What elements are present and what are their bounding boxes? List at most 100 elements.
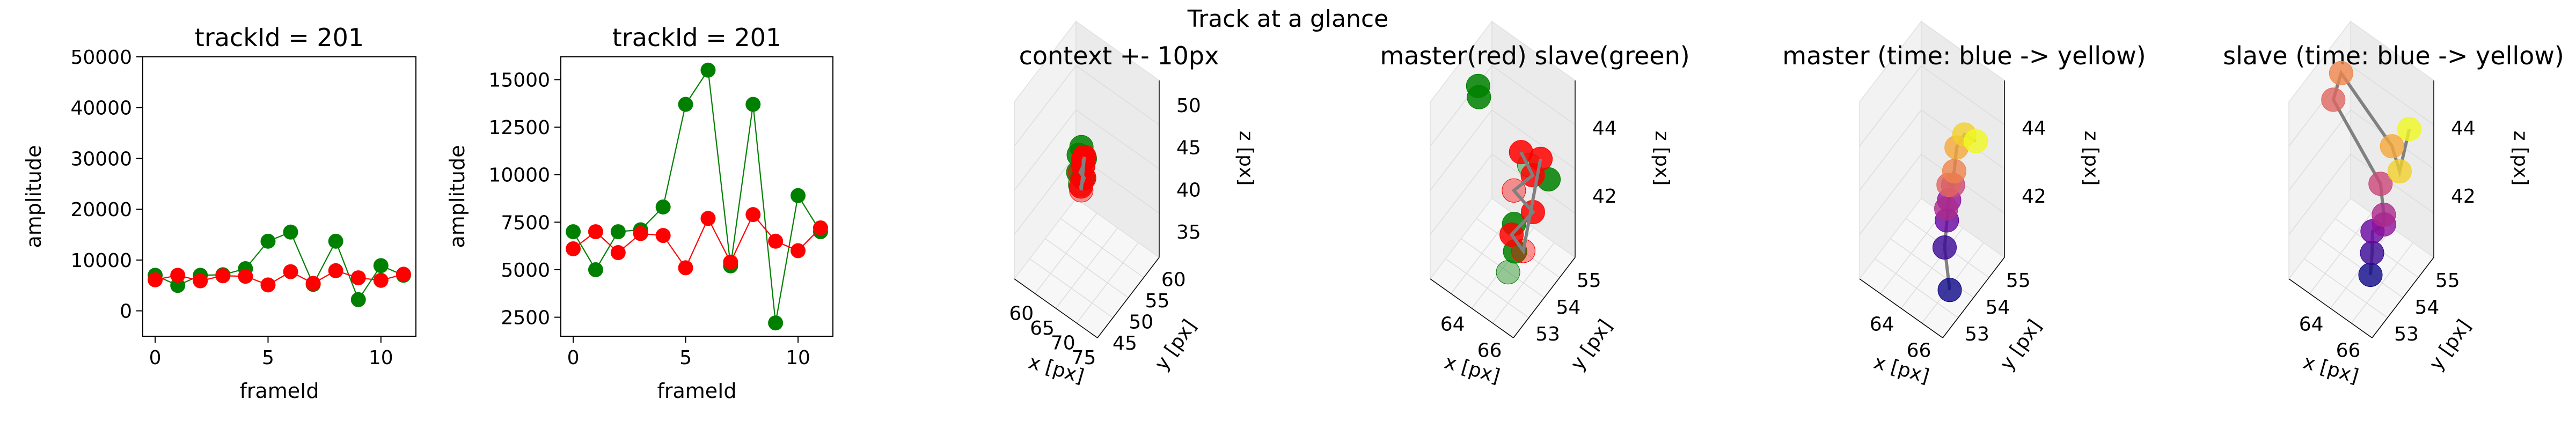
master-point — [350, 270, 366, 286]
time-point — [2329, 61, 2353, 85]
master-series-line — [155, 270, 404, 286]
x-tick-label: 10 — [786, 347, 810, 369]
plot-frame — [142, 56, 416, 337]
y-axis-line — [1942, 257, 2005, 338]
grid-line — [1859, 65, 1922, 146]
time-point — [1964, 129, 1988, 153]
x-tick-label: 64 — [1870, 314, 1894, 336]
grid-line — [1461, 238, 1545, 298]
slave-point — [260, 233, 276, 249]
z-tick-label: 35 — [1176, 221, 1201, 243]
y-axis-label: y [px] — [1151, 316, 1201, 375]
time-point — [1934, 196, 1959, 221]
y-tick-label: 0 — [120, 301, 132, 323]
y-tick-label: 20000 — [70, 199, 132, 221]
y-tick-label: 15000 — [488, 70, 550, 92]
y-tick-label: 2500 — [501, 307, 550, 329]
z-tick-label: 44 — [2022, 117, 2046, 139]
slave-point — [1467, 85, 1491, 109]
x-tick-label: 64 — [1440, 314, 1465, 336]
y-tick-label: 55 — [2435, 270, 2460, 292]
y-axis-label: amplitude — [445, 145, 469, 248]
slave-series-line — [573, 68, 821, 323]
z-tick-label: 50 — [1176, 95, 1201, 117]
y-tick-label: 7500 — [501, 212, 550, 234]
master-point — [260, 277, 276, 293]
chart-title: context +- 10px — [1019, 41, 1219, 70]
x-tick-label: 70 — [1051, 332, 1075, 354]
y-tick-label: 54 — [1986, 297, 2010, 319]
y-axis-line — [1097, 257, 1160, 338]
master-point — [283, 264, 298, 279]
x-axis-line — [1014, 278, 1098, 338]
time-point — [2397, 117, 2421, 142]
grid-line — [1491, 109, 1576, 169]
master-point — [745, 207, 761, 223]
grid-line — [1492, 242, 1555, 323]
grid-line — [1014, 109, 1077, 191]
y-axis-label: amplitude — [22, 145, 46, 248]
track-line — [1078, 157, 1086, 191]
slave-point — [283, 224, 298, 240]
x-tick-label: 0 — [567, 347, 580, 369]
master-point — [305, 276, 321, 291]
grid-line — [1045, 238, 1129, 298]
grid-line — [1921, 65, 2005, 125]
master-point — [791, 243, 806, 258]
master-point — [723, 254, 738, 270]
z-axis-label: z [px] — [1651, 131, 1673, 186]
x-tick-label: 66 — [1477, 340, 1502, 362]
grid-line — [2350, 65, 2434, 125]
master-point — [678, 260, 693, 276]
chart-title: master (time: blue -> yellow) — [1782, 41, 2146, 70]
time-point — [2360, 241, 2384, 265]
slave-point — [328, 233, 343, 249]
slave-point — [373, 258, 389, 273]
grid-line — [1859, 109, 1922, 191]
time-point — [2321, 87, 2346, 112]
grid-line — [2288, 109, 2351, 191]
slave-point — [566, 224, 581, 240]
time-point — [2387, 159, 2412, 183]
slave-point — [655, 199, 671, 214]
y-tick-label: 54 — [1556, 297, 1581, 319]
time-point — [1933, 235, 1957, 260]
grid-line — [2288, 154, 2351, 235]
x-axis-label: frameId — [657, 379, 736, 403]
z-tick-label: 42 — [2451, 186, 2476, 208]
y-axis-line — [1513, 257, 1576, 338]
line-chart-2: trackId = 201 frameId amplitude 0 5 10 2500 500… — [445, 23, 833, 403]
grid-line — [1060, 218, 1144, 278]
slave-point — [350, 292, 366, 307]
master-point — [768, 233, 784, 249]
slave-point — [588, 262, 603, 277]
z-tick-label: 44 — [2451, 117, 2476, 139]
time-point — [2358, 263, 2383, 287]
master-point — [610, 245, 626, 261]
grid-line — [1430, 154, 1492, 235]
y-tick-label: 55 — [1577, 270, 1601, 292]
y-tick-label: 50000 — [70, 47, 132, 69]
x-tick-label: 60 — [1009, 303, 1034, 325]
x-axis-label: frameId — [239, 379, 319, 403]
master-point — [700, 211, 716, 226]
y-axis-label: y [px] — [1996, 316, 2046, 375]
master-point — [148, 272, 163, 287]
y-tick-label: 54 — [2415, 297, 2440, 319]
y-tick-label: 53 — [1535, 323, 1560, 345]
figure-suptitle: Track at a glance — [1187, 5, 1389, 33]
grid-line — [2351, 242, 2413, 323]
time-point — [2380, 134, 2404, 159]
y-tick-label: 5000 — [501, 260, 550, 282]
grid-line — [1075, 65, 1160, 125]
master-series-line — [573, 213, 821, 269]
y-tick-label: 55 — [1145, 290, 1170, 312]
grid-line — [1491, 65, 1576, 125]
chart-title: slave (time: blue -> yellow) — [2223, 41, 2564, 70]
z-axis-label: z [px] — [1235, 131, 1257, 186]
chart-title: trackId = 201 — [612, 23, 781, 52]
time-point — [1937, 278, 1962, 302]
master-point — [813, 220, 828, 235]
